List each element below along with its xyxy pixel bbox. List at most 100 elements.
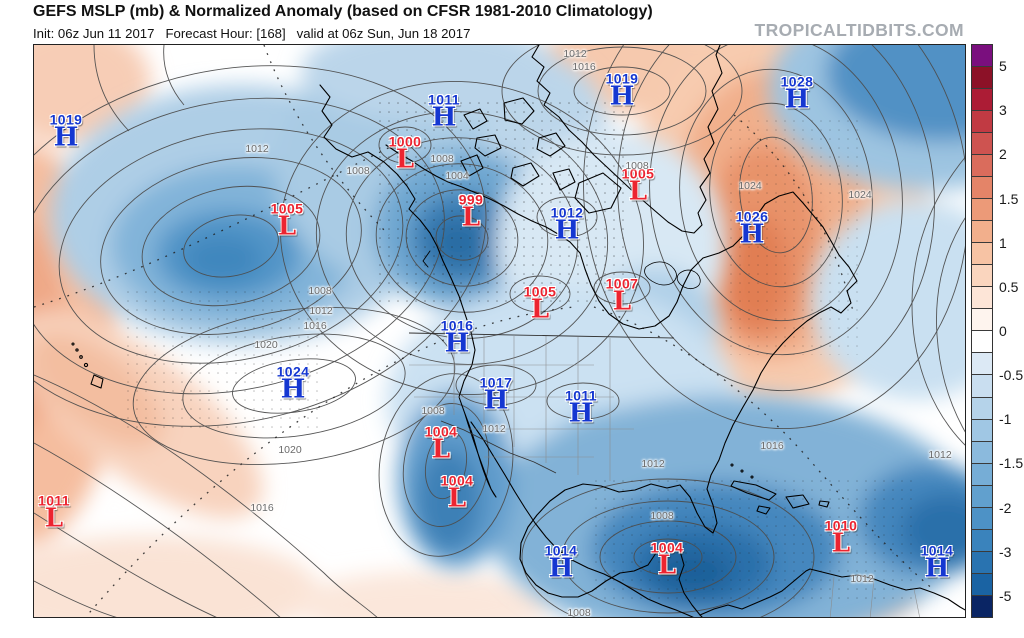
watermark: TROPICALTIDBITS.COM — [754, 20, 964, 40]
pressure-value: 1004 — [440, 472, 474, 489]
colorbar-tick-5: 5 — [999, 58, 1007, 75]
contour-label-1012: 1012 — [850, 573, 874, 585]
pressure-center-h-1028: 1028 H — [780, 73, 814, 113]
pressure-value: 1011 — [565, 387, 597, 404]
colorbar-tick--1: -1 — [999, 411, 1012, 428]
pressure-center-h-1017: 1017 H — [479, 374, 513, 414]
pressure-center-l-999: 999 L — [459, 193, 484, 233]
contour-label-1012: 1012 — [309, 305, 333, 317]
graticule-dotted-lines — [34, 45, 935, 617]
pressure-value: 1007 — [605, 275, 639, 292]
pressure-value: 1010 — [824, 517, 858, 534]
colorbar-tick--2: -2 — [999, 499, 1012, 516]
pressure-value: 1011 — [428, 91, 460, 108]
init-valid-subtitle: Init: 06z Jun 11 2017 Forecast Hour: [16… — [33, 26, 471, 41]
contour-label-1016: 1016 — [572, 61, 596, 73]
map-canvas: 1019 H 1011 H 1000 L 1019 H 1028 H 1005 L 999 L 1005 L 1… — [33, 44, 966, 618]
contour-label-1016: 1016 — [303, 320, 327, 332]
pressure-letter: H — [739, 219, 765, 250]
contour-label-1012: 1012 — [641, 458, 665, 470]
pressure-value: 1000 — [388, 133, 422, 150]
colorbar-tick-1: 1 — [999, 234, 1007, 251]
us-canada-mexico-borders — [408, 332, 675, 474]
pressure-value: 1028 — [780, 73, 814, 90]
pressure-center-h-1012: 1012 H — [550, 204, 584, 244]
page-title: GEFS MSLP (mb) & Normalized Anomaly (bas… — [33, 3, 653, 20]
colorbar-tick-2: 2 — [999, 146, 1007, 163]
colorbar-cell — [972, 594, 992, 617]
colorbar-cell — [972, 110, 992, 133]
pressure-center-l-1004: 1004 L — [440, 472, 474, 512]
contour-label-1012: 1012 — [245, 143, 269, 155]
pressure-value: 1014 — [920, 542, 954, 559]
contour-label-1008: 1008 — [421, 405, 445, 417]
pressure-center-h-1019: 1019 H — [49, 111, 83, 153]
colorbar-cell — [972, 66, 992, 89]
colorbar-cell — [972, 418, 992, 441]
pressure-letter: L — [277, 211, 297, 242]
colorbar-cell — [972, 440, 992, 463]
pressure-letter: L — [461, 202, 481, 233]
colorbar-cell — [972, 572, 992, 595]
pressure-center-h-1011: 1011 H — [565, 387, 597, 429]
pressure-value: 1017 — [479, 374, 513, 391]
pressure-value: 1005 — [523, 283, 557, 300]
colorbar-cell — [972, 132, 992, 155]
pressure-value: 1011 — [38, 492, 70, 509]
colorbar-cell — [972, 264, 992, 287]
pressure-center-h-1024: 1024 H — [276, 363, 310, 403]
pressure-label-layer: 1019 H 1011 H 1000 L 1019 H 1028 H 1005 L 999 L 1005 L 1… — [34, 45, 965, 617]
pressure-center-l-1000: 1000 L — [388, 133, 422, 173]
pressure-letter: L — [657, 550, 677, 581]
colorbar-cell — [972, 88, 992, 111]
colorbar-tick-1.5: 1.5 — [999, 190, 1019, 207]
colorbar-tick--1.5: -1.5 — [999, 455, 1024, 472]
pressure-center-h-1011: 1011 H — [428, 91, 460, 133]
colorbar-cell — [972, 330, 992, 353]
pressure-letter: H — [924, 553, 950, 584]
colorbar-cell — [972, 506, 992, 529]
pressure-letter: L — [831, 528, 851, 559]
pressure-letter: H — [548, 553, 574, 584]
pressure-value: 1019 — [49, 111, 83, 128]
pressure-center-l-1004: 1004 L — [425, 425, 458, 463]
contour-label-1008: 1008 — [430, 153, 454, 165]
contour-label-1016: 1016 — [250, 502, 274, 514]
colorbar-cell — [972, 528, 992, 551]
pressure-center-h-1026: 1026 H — [735, 208, 769, 250]
colorbar — [971, 44, 993, 618]
colorbar-tick--0.5: -0.5 — [999, 367, 1024, 384]
pressure-center-l-1005: 1005 L — [622, 167, 655, 207]
pressure-center-l-1011: 1011 L — [38, 492, 70, 532]
pressure-value: 1024 — [276, 363, 310, 380]
contour-label-1008: 1008 — [567, 607, 591, 618]
pressure-center-l-1005: 1005 L — [271, 202, 304, 242]
pressure-letter: H — [431, 102, 457, 133]
pressure-value: 1026 — [735, 208, 769, 225]
colorbar-cell — [972, 396, 992, 419]
colorbar-cell — [972, 242, 992, 265]
contour-label-1024: 1024 — [848, 189, 872, 201]
contour-label-1012: 1012 — [928, 449, 952, 461]
colorbar-cell — [972, 198, 992, 221]
colorbar-cell — [972, 462, 992, 485]
colorbar-cell — [972, 154, 992, 177]
pressure-letter: L — [628, 176, 648, 207]
pressure-value: 1012 — [550, 204, 584, 221]
pressure-letter: L — [530, 294, 550, 325]
pressure-letter: H — [568, 398, 594, 429]
colorbar-cell — [972, 176, 992, 199]
political-borders — [409, 335, 920, 617]
pressure-center-h-1019: 1019 H — [606, 72, 639, 110]
colorbar-cell — [972, 220, 992, 243]
contour-label-1016: 1016 — [760, 440, 784, 452]
contour-label-1012: 1012 — [482, 423, 506, 435]
colorbar-tick-0.5: 0.5 — [999, 278, 1019, 295]
pressure-center-l-1005: 1005 L — [523, 283, 557, 325]
colorbar-cell — [972, 550, 992, 573]
pressure-center-l-1007: 1007 L — [605, 275, 639, 317]
pressure-letter: L — [612, 286, 632, 317]
pressure-letter: H — [53, 122, 79, 153]
colorbar-cell — [972, 286, 992, 309]
